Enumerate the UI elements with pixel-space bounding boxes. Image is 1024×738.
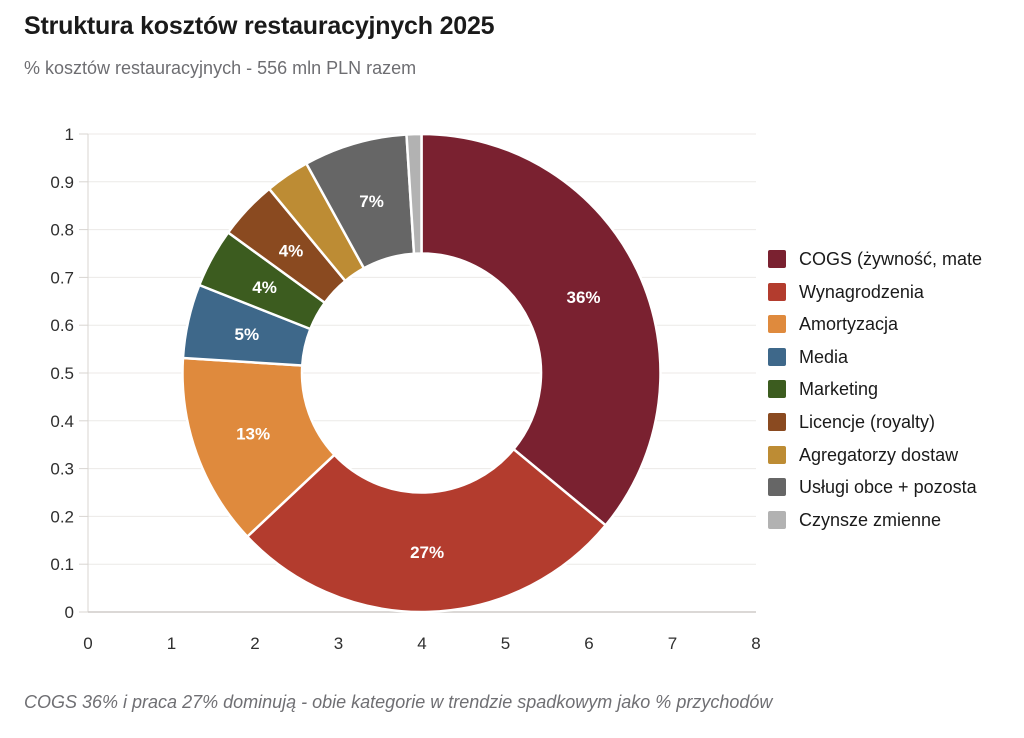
legend-swatch-icon xyxy=(768,250,786,268)
slice-label-4: 4% xyxy=(252,278,277,297)
chart-legend: COGS (żywność, mate Wynagrodzenia Amortyza… xyxy=(768,250,1024,543)
legend-item-1[interactable]: Wynagrodzenia xyxy=(768,281,1024,302)
legend-swatch-icon xyxy=(768,347,786,366)
legend-swatch-icon xyxy=(768,412,786,431)
y-tick-label: 0.5 xyxy=(50,364,74,383)
x-tick-label: 5 xyxy=(501,634,510,653)
legend-item-5[interactable]: Licencje (royalty) xyxy=(768,411,1024,432)
chart-title: Struktura kosztów restauracyjnych 2025 xyxy=(24,12,495,40)
slice-label-2: 13% xyxy=(236,425,270,444)
legend-swatch-icon xyxy=(768,478,786,497)
legend-swatch-icon xyxy=(768,510,786,529)
slice-label-1: 27% xyxy=(410,543,444,562)
x-tick-label: 6 xyxy=(584,634,593,653)
legend-item-7[interactable]: Usługi obce + pozosta xyxy=(768,477,1024,498)
legend-label: Licencje (royalty) xyxy=(799,411,936,432)
legend-label: Wynagrodzenia xyxy=(799,281,924,302)
legend-label: Media xyxy=(799,346,849,367)
x-tick-label: 2 xyxy=(250,634,259,653)
legend-item-0[interactable]: COGS (żywność, mate xyxy=(768,250,1024,268)
legend-item-4[interactable]: Marketing xyxy=(768,379,1024,400)
y-tick-label: 0.7 xyxy=(50,268,74,287)
y-tick-label: 0.9 xyxy=(50,173,74,192)
legend-swatch-icon xyxy=(768,380,786,399)
y-tick-label: 0.6 xyxy=(50,316,74,335)
legend-label: Usługi obce + pozosta xyxy=(799,477,977,498)
donut-slice-1 xyxy=(246,447,607,614)
x-tick-label: 8 xyxy=(751,634,760,653)
y-tick-label: 1 xyxy=(65,125,74,144)
legend-label: Marketing xyxy=(799,379,879,400)
x-tick-label: 0 xyxy=(83,634,92,653)
legend-label: Czynsze zmienne xyxy=(799,509,942,530)
slice-label-0: 36% xyxy=(566,288,600,307)
slice-label-5: 4% xyxy=(279,242,304,261)
slice-label-3: 5% xyxy=(235,325,260,344)
legend-item-3[interactable]: Media xyxy=(768,346,1024,367)
donut-slice-2 xyxy=(181,356,336,538)
legend-label: Amortyzacja xyxy=(799,314,899,335)
x-tick-label: 4 xyxy=(417,634,426,653)
y-tick-label: 0.8 xyxy=(50,221,74,240)
y-tick-label: 0.4 xyxy=(50,412,74,431)
y-tick-label: 0 xyxy=(65,603,74,622)
legend-label: Agregatorzy dostaw xyxy=(799,444,959,465)
donut-slice-8 xyxy=(405,132,423,255)
chart-subtitle: % kosztów restauracyjnych - 556 mln PLN … xyxy=(24,58,417,78)
y-tick-label: 0.2 xyxy=(50,507,74,526)
legend-label: COGS (żywność, mate xyxy=(799,250,983,269)
chart-footnote: COGS 36% i praca 27% dominują - obie kat… xyxy=(24,692,773,712)
legend-swatch-icon xyxy=(768,315,786,334)
x-tick-label: 1 xyxy=(167,634,176,653)
slice-label-7: 7% xyxy=(359,192,384,211)
legend-swatch-icon xyxy=(768,445,786,464)
y-tick-label: 0.1 xyxy=(50,555,74,574)
donut-slices xyxy=(181,132,662,614)
x-tick-label: 3 xyxy=(334,634,343,653)
legend-item-8[interactable]: Czynsze zmienne xyxy=(768,509,1024,530)
legend-item-6[interactable]: Agregatorzy dostaw xyxy=(768,444,1024,465)
legend-swatch-icon xyxy=(768,282,786,301)
y-tick-label: 0.3 xyxy=(50,460,74,479)
legend-item-2[interactable]: Amortyzacja xyxy=(768,314,1024,335)
donut-slice-0 xyxy=(420,132,662,527)
x-tick-label: 7 xyxy=(668,634,677,653)
